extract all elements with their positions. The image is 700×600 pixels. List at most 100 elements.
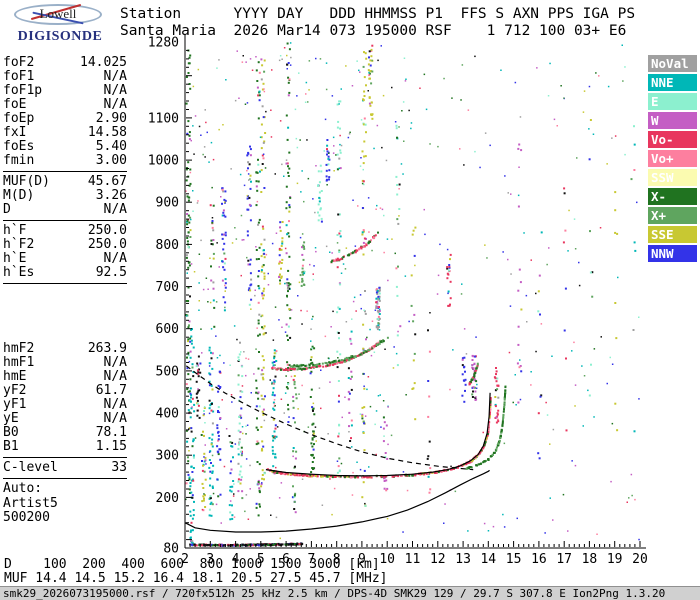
param-value: 33 — [111, 460, 127, 475]
param-value: 263.9 — [87, 341, 127, 356]
x-tick-label: 14 — [480, 552, 496, 567]
param-value: 92.5 — [95, 265, 127, 280]
param-value: 45.67 — [87, 174, 127, 189]
param-row-fof2: foF2 14.025 — [3, 56, 127, 70]
param-label: foF1 — [3, 69, 35, 84]
param-row-hme: hmE N/A — [3, 370, 127, 384]
param-group: foF2 14.025 foF1 N/A foF1p N/A foE N/A foEp 2.90 f… — [3, 56, 127, 168]
param-value: 5.40 — [95, 139, 127, 154]
param-value: 78.1 — [95, 425, 127, 440]
profile-lines — [184, 365, 491, 533]
param-value: 2.90 — [95, 111, 127, 126]
param-value: N/A — [103, 202, 127, 217]
param-row-fof1: foF1 N/A — [3, 70, 127, 84]
auto-scaling-info: 500200 — [3, 510, 50, 525]
separator — [3, 478, 127, 479]
param-row-d: D N/A — [3, 203, 127, 217]
param-row-fmin: fmin 3.00 — [3, 154, 127, 168]
param-row-fxi: fxI 14.58 — [3, 126, 127, 140]
param-value: N/A — [103, 369, 127, 384]
param-value: 250.0 — [87, 237, 127, 252]
true-height-profile-line — [184, 469, 490, 533]
param-label: foF1p — [3, 83, 43, 98]
param-value: 61.7 — [95, 383, 127, 398]
legend-item-nne: NNE — [648, 74, 697, 91]
extrapolated-curve-line — [185, 365, 474, 471]
x-tick-label: 15 — [506, 552, 522, 567]
x-tick-label: 5 — [257, 552, 265, 567]
param-row-foep: foEp 2.90 — [3, 112, 127, 126]
logo-brand: Lowell — [39, 6, 77, 21]
legend-item-vo: Vo- — [648, 131, 697, 148]
param-label: h`E — [3, 251, 27, 266]
param-value: N/A — [103, 83, 127, 98]
param-value: N/A — [103, 397, 127, 412]
legend-item-w: W — [648, 112, 697, 129]
param-label: yE — [3, 411, 19, 426]
legend-item-x: X+ — [648, 207, 697, 224]
x-tick-label: 17 — [556, 552, 572, 567]
param-value: 3.00 — [95, 153, 127, 168]
param-label: h`F — [3, 223, 27, 238]
param-value: N/A — [103, 97, 127, 112]
x-tick-label: 18 — [582, 552, 598, 567]
param-label: yF2 — [3, 383, 27, 398]
x-tick-label: 16 — [531, 552, 547, 567]
y-tick-label: 80 — [163, 542, 179, 557]
x-tick-label: 4 — [232, 552, 240, 567]
param-group: C-level 33 — [3, 461, 127, 475]
param-label: fxI — [3, 125, 27, 140]
param-value: N/A — [103, 251, 127, 266]
param-row-yf1: yF1 N/A — [3, 398, 127, 412]
param-value: 1.15 — [95, 439, 127, 454]
separator — [3, 220, 127, 221]
param-row-foes: foEs 5.40 — [3, 140, 127, 154]
param-label: C-level — [3, 460, 58, 475]
x-tick-label: 7 — [307, 552, 315, 567]
x-tick-label: 20 — [632, 552, 648, 567]
distance-row: D 100 200 400 600 800 1000 1500 3000 [km… — [4, 557, 380, 572]
muf-row: MUF 14.4 14.5 15.2 16.4 18.1 20.5 27.5 4… — [4, 571, 388, 586]
param-row-md: M(D) 3.26 — [3, 189, 127, 203]
param-label: M(D) — [3, 188, 35, 203]
param-value: 14.58 — [87, 125, 127, 140]
param-label: fmin — [3, 153, 35, 168]
y-tick-label: 500 — [156, 364, 179, 379]
legend-item-nnw: NNW — [648, 245, 697, 262]
lowell-digisonde-logo: Lowell DIGISONDE — [4, 3, 116, 49]
param-row-b1: B1 1.15 — [3, 440, 127, 454]
separator — [3, 457, 127, 458]
legend-item-e: E — [648, 93, 697, 110]
header-line1: Station YYYY DAY DDD HHMMSS P1 FFS S AXN… — [120, 6, 636, 22]
param-row-yf2: yF2 61.7 — [3, 384, 127, 398]
param-label: h`F2 — [3, 237, 35, 252]
echo-direction-legend: NoVal NNE E W Vo- Vo+ SSW X- X+ SSE NNW — [648, 55, 697, 264]
param-row-ye: yE N/A — [3, 412, 127, 426]
param-label: hmE — [3, 369, 27, 384]
x-tick-label: 10 — [379, 552, 395, 567]
param-row-hmf1: hmF1 N/A — [3, 356, 127, 370]
parameter-panel: foF2 14.025 foF1 N/A foF1p N/A foE N/A foEp 2.90 f… — [3, 56, 127, 526]
param-row-he: h`E N/A — [3, 252, 127, 266]
param-label: B1 — [3, 439, 19, 454]
legend-item-sse: SSE — [648, 226, 697, 243]
separator — [3, 283, 127, 284]
param-value: 3.26 — [95, 188, 127, 203]
y-tick-label: 600 — [156, 322, 179, 337]
param-row-hf2: h`F2 250.0 — [3, 238, 127, 252]
legend-item-vo: Vo+ — [648, 150, 697, 167]
y-tick-label: 1280 — [148, 36, 179, 51]
rfi-noise-points — [185, 42, 640, 545]
logo-ellipse — [14, 4, 102, 25]
legend-item-noval: NoVal — [648, 55, 697, 72]
param-value: 14.025 — [80, 55, 127, 70]
y-tick-label: 200 — [156, 491, 179, 506]
param-group: h`F 250.0 h`F2 250.0 h`E N/A h`Es 92.5 — [3, 224, 127, 280]
param-label: yF1 — [3, 397, 27, 412]
param-value: N/A — [103, 69, 127, 84]
y-tick-label: 300 — [156, 449, 179, 464]
x-tick-label: 11 — [405, 552, 421, 567]
x-tick-label: 13 — [455, 552, 471, 567]
separator — [3, 171, 127, 172]
legend-item-x: X- — [648, 188, 697, 205]
